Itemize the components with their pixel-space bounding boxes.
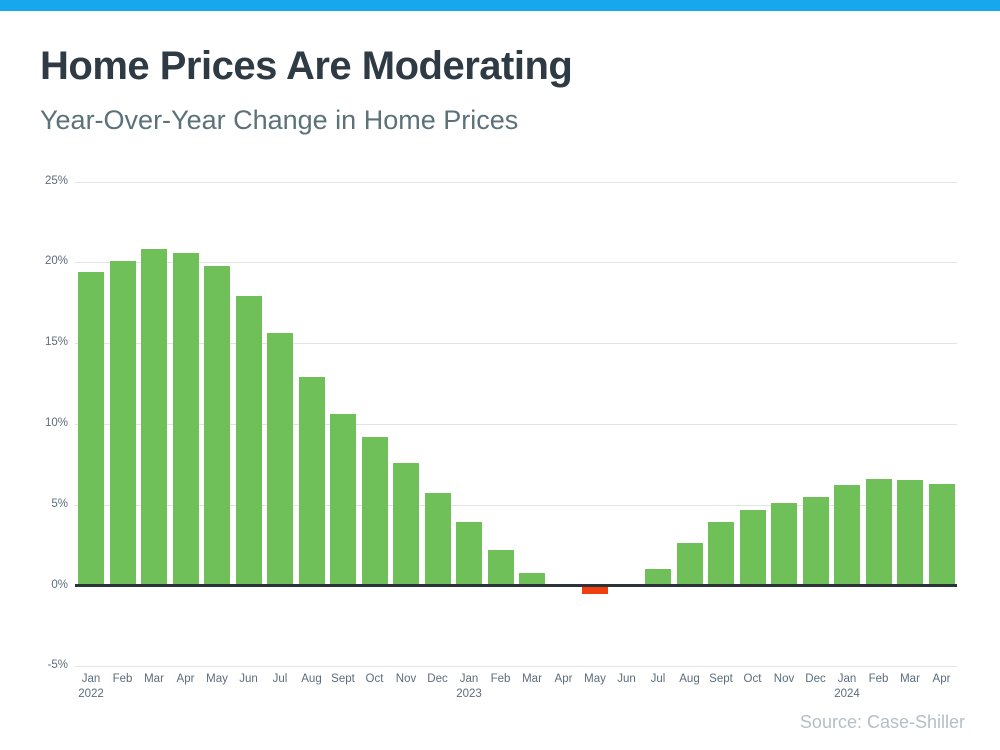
- bar-Jan-2023: [456, 522, 482, 587]
- zero-axis-line: [75, 584, 957, 587]
- x-axis-label-month: Oct: [743, 673, 762, 685]
- x-axis-label-month: Dec: [427, 673, 448, 685]
- y-axis-label: -5%: [47, 659, 68, 671]
- top-accent-bar: [0, 0, 1000, 11]
- gridline: [75, 424, 957, 425]
- x-axis-label-month: Mar: [144, 673, 164, 685]
- x-axis-label-month: Jan: [837, 673, 857, 685]
- bar-Mar: [141, 249, 167, 587]
- gridline: [75, 262, 957, 263]
- y-axis-label: 25%: [44, 175, 68, 187]
- y-axis-label: 20%: [44, 255, 68, 267]
- bar-Oct: [739, 510, 766, 587]
- bar-Dec: [424, 493, 451, 587]
- y-axis-label: 0%: [51, 579, 68, 591]
- bar-Sept: [330, 414, 356, 587]
- x-axis-label-month: Nov: [773, 673, 795, 685]
- gridline: [75, 666, 957, 667]
- x-axis-label-month: Oct: [365, 673, 384, 685]
- x-axis-label-month: Jan: [81, 673, 101, 685]
- x-axis-label-month: May: [206, 673, 228, 685]
- bar-Feb: [109, 261, 136, 587]
- bar-Sept: [708, 522, 734, 587]
- source-attribution: Source: Case-Shiller: [799, 712, 965, 732]
- bar-May: [204, 266, 230, 587]
- x-axis-label-month: Apr: [932, 673, 951, 685]
- x-axis-label-month: Sept: [709, 673, 733, 685]
- bar-Aug: [298, 377, 325, 587]
- bar-Dec: [802, 497, 829, 587]
- gridline: [75, 343, 957, 344]
- x-axis-label-year: 2024: [834, 688, 860, 700]
- page-title: Home Prices Are Moderating: [40, 44, 573, 88]
- x-axis-label-year: 2023: [456, 688, 482, 700]
- bar-Nov: [771, 503, 797, 587]
- gridline: [75, 505, 957, 506]
- bar-May: [582, 585, 608, 594]
- x-axis-label-month: Feb: [490, 673, 511, 685]
- x-axis-label-month: Mar: [900, 673, 920, 685]
- bar-Apr: [928, 484, 955, 587]
- y-axis-label: 5%: [51, 498, 68, 510]
- x-axis-label-month: Feb: [112, 673, 133, 685]
- x-axis-label-month: Aug: [301, 673, 322, 685]
- x-axis-label-year: 2022: [78, 688, 104, 700]
- x-axis-label-month: Jun: [617, 673, 636, 685]
- bar-Aug: [676, 543, 703, 587]
- bar-Oct: [361, 437, 388, 587]
- x-axis-label-month: Nov: [395, 673, 417, 685]
- bar-Apr: [172, 253, 199, 587]
- x-axis-label-month: Mar: [522, 673, 542, 685]
- x-axis-label-month: Jun: [239, 673, 258, 685]
- x-axis-label-month: Jul: [272, 673, 288, 685]
- x-axis-label-month: Jan: [459, 673, 479, 685]
- bar-Jan-2022: [78, 272, 104, 587]
- x-axis-label-month: Apr: [176, 673, 195, 685]
- bar-Nov: [393, 463, 419, 587]
- x-axis-label-month: Dec: [805, 673, 826, 685]
- bar-Jul: [267, 333, 293, 587]
- bar-Jul: [645, 569, 671, 587]
- x-axis-label-month: Apr: [554, 673, 573, 685]
- gridline: [75, 182, 957, 183]
- x-axis-label-month: May: [584, 673, 606, 685]
- y-axis-label: 15%: [44, 336, 68, 348]
- y-axis-label: 10%: [44, 417, 68, 429]
- x-axis-label-month: Aug: [679, 673, 700, 685]
- bar-Jun: [235, 296, 262, 587]
- page-subtitle: Year-Over-Year Change in Home Prices: [40, 105, 519, 135]
- bar-Jan-2024: [834, 485, 860, 587]
- bar-Mar: [519, 573, 545, 587]
- x-axis-label-month: Jul: [650, 673, 666, 685]
- bar-Feb: [487, 550, 514, 587]
- bar-Feb: [865, 479, 892, 587]
- bar-Mar: [897, 480, 923, 587]
- x-axis-label-month: Feb: [868, 673, 889, 685]
- x-axis-label-month: Sept: [331, 673, 355, 685]
